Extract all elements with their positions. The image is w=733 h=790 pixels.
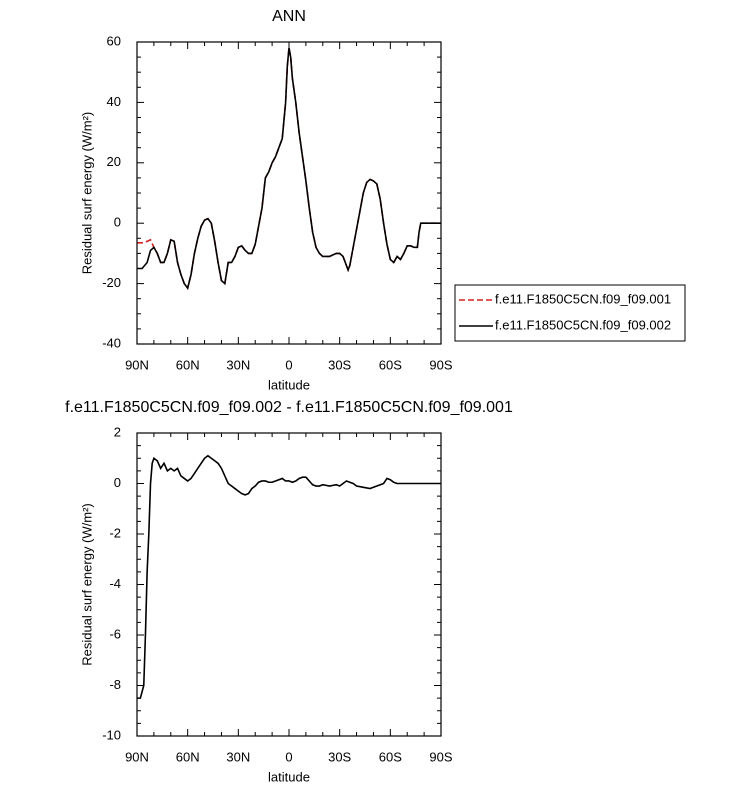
y-tick-label: -40 [102, 335, 121, 350]
x-tick-label: 60S [379, 749, 402, 764]
plot-frame [136, 432, 442, 737]
y-tick-label: 20 [107, 154, 121, 169]
x-tick-label: 60N [176, 357, 200, 372]
x-tick-label: 0 [285, 749, 292, 764]
x-axis-label: latitude [268, 377, 310, 392]
data-line [137, 454, 441, 699]
x-tick-label: 30S [328, 749, 351, 764]
x-tick-label: 0 [285, 357, 292, 372]
chart-title: ANN [272, 8, 306, 25]
y-tick-label: 0 [114, 475, 121, 490]
x-tick-label: 60S [379, 357, 402, 372]
y-tick-label: 2 [114, 424, 121, 439]
x-tick-label: 60N [176, 749, 200, 764]
x-tick-label: 30N [226, 749, 250, 764]
legend: f.e11.F1850C5CN.f09_f09.001 f.e11.F1850C5… [454, 284, 686, 342]
chart-title: f.e11.F1850C5CN.f09_f09.002 - f.e11.F185… [65, 399, 513, 416]
legend-box [454, 284, 686, 342]
y-axis-label: Residual surf energy (W/m²) [79, 112, 94, 275]
x-tick-label: 30N [226, 357, 250, 372]
y-tick-label: 60 [107, 33, 121, 48]
y-tick-label: -8 [109, 677, 121, 692]
x-tick-label: 30S [328, 357, 351, 372]
y-axis-label: Residual surf energy (W/m²) [79, 503, 94, 666]
plot: ANN latitude Residual surf energy (W/m²) 90… [79, 8, 686, 392]
x-tick-label: 90S [429, 357, 452, 372]
y-tick-label: 40 [107, 94, 121, 109]
x-tick-label: 90N [125, 749, 149, 764]
data-line [137, 47, 441, 290]
legend-label: f.e11.F1850C5CN.f09_f09.001 [495, 291, 671, 306]
y-tick-label: -10 [102, 727, 121, 742]
y-tick-label: 0 [114, 215, 121, 230]
plot-frame [136, 41, 442, 345]
y-tick-label: -2 [109, 525, 121, 540]
data-line [137, 47, 441, 290]
x-tick-label: 90S [429, 749, 452, 764]
x-axis-label: latitude [268, 769, 310, 784]
plot: f.e11.F1850C5CN.f09_f09.002 - f.e11.F185… [65, 399, 513, 784]
legend-label: f.e11.F1850C5CN.f09_f09.002 [495, 317, 671, 332]
x-tick-label: 90N [125, 357, 149, 372]
y-tick-label: -6 [109, 626, 121, 641]
y-tick-label: -20 [102, 275, 121, 290]
y-tick-label: -4 [109, 576, 121, 591]
